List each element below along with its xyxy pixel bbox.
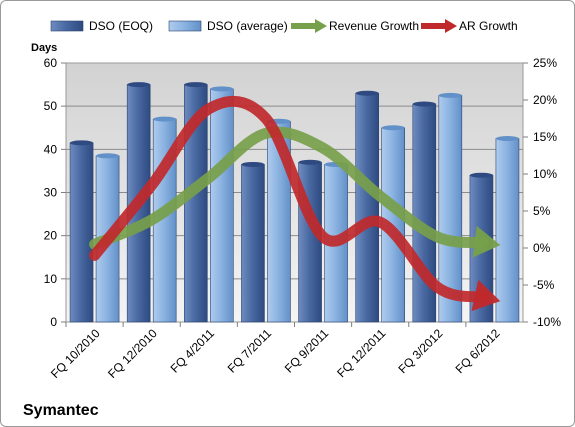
series-arrowhead <box>472 225 501 258</box>
bar-cap <box>412 101 436 107</box>
bar-cap <box>184 82 208 88</box>
bar-cap <box>298 159 322 165</box>
y2-tick-label: 10% <box>533 167 557 181</box>
series-line <box>89 126 489 250</box>
y2-tick-label: 5% <box>533 204 551 218</box>
y-tick-label: 30 <box>44 186 58 200</box>
y2-tick-label: 20% <box>533 93 557 107</box>
bar-cap <box>469 172 493 178</box>
bar-cap <box>241 161 265 167</box>
bar-cap <box>495 136 519 142</box>
series-arrowhead <box>471 279 501 312</box>
legend-swatch <box>168 20 202 32</box>
y-tick-label: 20 <box>44 229 58 243</box>
legend-label: DSO (EOQ) <box>89 19 153 33</box>
x-tick-label: FQ 12/2010 <box>105 326 160 381</box>
y2-tick-label: -10% <box>533 315 561 329</box>
x-tick-label: FQ 7/2011 <box>225 326 275 376</box>
bar-cap <box>438 92 462 98</box>
bar <box>69 142 94 323</box>
y-tick-label: 50 <box>44 99 58 113</box>
bar <box>241 164 265 323</box>
legend-arrowhead <box>315 19 327 33</box>
x-tick-label: FQ 3/2012 <box>395 326 445 376</box>
bar-cap <box>355 90 379 96</box>
legend-arrowhead <box>445 19 457 33</box>
bar-cap <box>70 140 94 146</box>
y2-tick-label: 0% <box>533 241 551 255</box>
bar-cap <box>96 153 120 159</box>
y-tick-label: 40 <box>44 142 58 156</box>
y-tick-label: 60 <box>44 56 58 70</box>
bar-cap <box>153 116 177 122</box>
y-tick-label: 0 <box>50 315 57 329</box>
bar <box>210 88 234 323</box>
bar-cap <box>127 82 151 88</box>
x-tick-label: FQ 12/2011 <box>334 326 388 380</box>
y2-tick-label: 15% <box>533 130 557 144</box>
bar <box>495 138 520 323</box>
company-name: Symantec <box>23 402 99 419</box>
bar-cap <box>381 125 405 131</box>
legend-label: DSO (average) <box>207 19 288 33</box>
legend-label: Revenue Growth <box>329 19 419 33</box>
x-tick-label: FQ 6/2012 <box>453 326 503 376</box>
bar-cap <box>210 86 234 92</box>
x-tick-label: FQ 10/2010 <box>48 326 103 381</box>
y2-tick-label: -5% <box>533 278 555 292</box>
y2-tick-label: 25% <box>533 56 557 70</box>
y-axis-title: Days <box>31 42 57 54</box>
x-tick-label: FQ 9/2011 <box>282 326 332 376</box>
y-tick-label: 10 <box>44 272 58 286</box>
bar <box>355 92 379 323</box>
legend-swatch <box>50 20 84 32</box>
legend-label: AR Growth <box>459 19 518 33</box>
x-tick-label: FQ 4/2011 <box>168 326 218 376</box>
series-line <box>89 95 489 303</box>
